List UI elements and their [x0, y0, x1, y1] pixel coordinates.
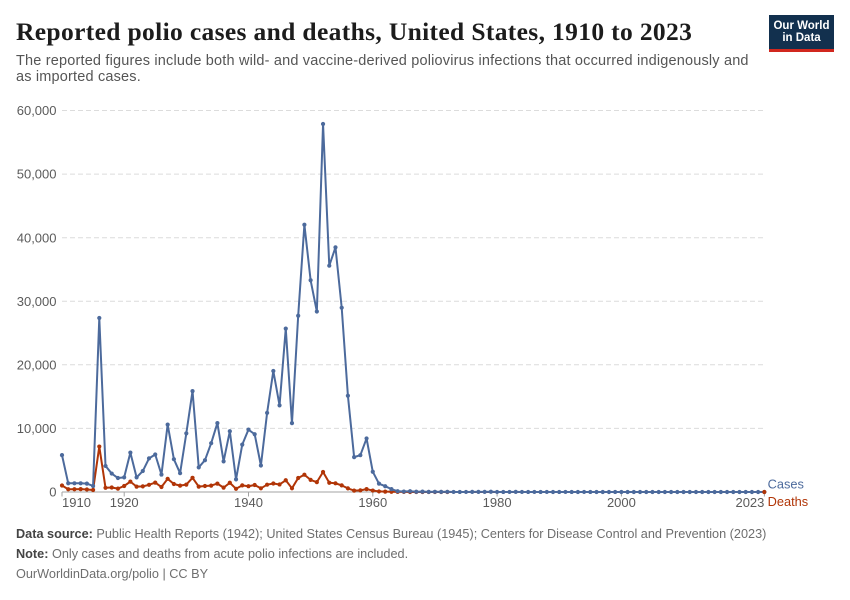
- svg-text:0: 0: [49, 484, 56, 499]
- svg-text:60,000: 60,000: [17, 103, 57, 118]
- svg-text:1940: 1940: [234, 495, 263, 510]
- svg-text:1920: 1920: [110, 495, 139, 510]
- svg-text:Deaths: Deaths: [768, 494, 809, 509]
- svg-text:2023: 2023: [735, 495, 764, 510]
- svg-text:20,000: 20,000: [17, 357, 57, 372]
- svg-text:30,000: 30,000: [17, 294, 57, 309]
- svg-text:1960: 1960: [358, 495, 387, 510]
- svg-text:40,000: 40,000: [17, 230, 57, 245]
- svg-text:10,000: 10,000: [17, 421, 57, 436]
- svg-text:Cases: Cases: [768, 477, 804, 492]
- svg-text:50,000: 50,000: [17, 167, 57, 182]
- svg-text:2000: 2000: [607, 495, 636, 510]
- svg-text:1980: 1980: [483, 495, 512, 510]
- svg-text:1910: 1910: [62, 495, 91, 510]
